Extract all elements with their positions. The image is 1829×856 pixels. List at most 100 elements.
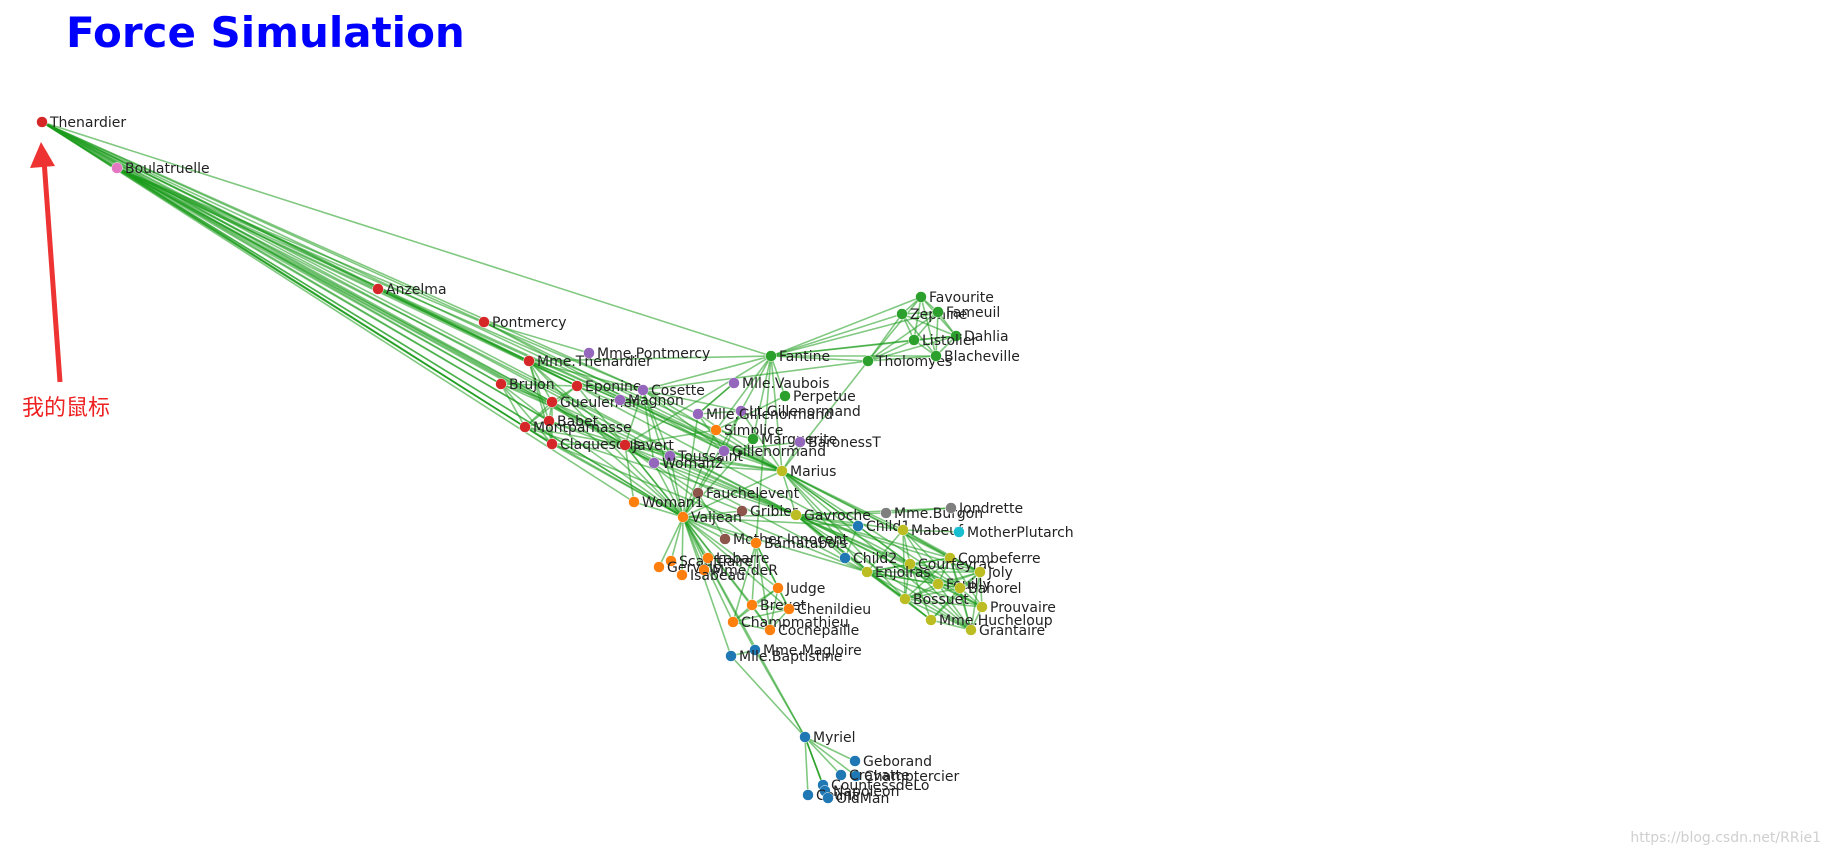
node-enjolras[interactable]: Enjolras <box>861 565 931 581</box>
node-dot[interactable] <box>953 526 965 538</box>
node-bossuet[interactable]: Bossuet <box>899 592 970 608</box>
node-dot[interactable] <box>862 355 874 367</box>
node-geborand[interactable]: Geborand <box>849 754 933 770</box>
node-claquesous[interactable]: Claquesous <box>546 437 641 453</box>
node-dot[interactable] <box>839 552 851 564</box>
node-labarre[interactable]: Labarre <box>702 551 770 567</box>
node-dot[interactable] <box>932 578 944 590</box>
node-dot[interactable] <box>822 792 834 804</box>
node-jondrette[interactable]: Jondrette <box>945 501 1024 517</box>
node-dot[interactable] <box>571 380 583 392</box>
node-dot[interactable] <box>676 569 688 581</box>
node-dot[interactable] <box>664 450 676 462</box>
node-mme-thenardier[interactable]: Mme.Thenardier <box>523 354 653 370</box>
node-dot[interactable] <box>925 614 937 626</box>
node-dot[interactable] <box>736 505 748 517</box>
node-cochepaille[interactable]: Cochepaille <box>764 623 860 639</box>
node-simplice[interactable]: Simplice <box>710 423 784 439</box>
node-dot[interactable] <box>677 511 689 523</box>
node-dot[interactable] <box>665 555 677 567</box>
node-combeferre[interactable]: Combeferre <box>944 551 1041 567</box>
node-dot[interactable] <box>648 457 660 469</box>
node-baronesst[interactable]: BaronessT <box>794 435 882 451</box>
node-montparnasse[interactable]: Montparnasse <box>519 420 632 436</box>
node-dot[interactable] <box>861 566 873 578</box>
node-fameuil[interactable]: Fameuil <box>932 305 1001 321</box>
node-bamatabois[interactable]: Bamatabois <box>750 536 848 552</box>
node-dot[interactable] <box>546 438 558 450</box>
node-thenardier[interactable]: Thenardier <box>36 115 127 131</box>
node-dot[interactable] <box>628 496 640 508</box>
node-dot[interactable] <box>750 537 762 549</box>
node-dot[interactable] <box>783 603 795 615</box>
node-myriel[interactable]: Myriel <box>799 730 856 746</box>
node-dot[interactable] <box>735 405 747 417</box>
node-dot[interactable] <box>764 624 776 636</box>
node-chenildieu[interactable]: Chenildieu <box>783 602 872 618</box>
node-fauchelevent[interactable]: Fauchelevent <box>692 486 800 502</box>
node-brujon[interactable]: Brujon <box>495 377 555 393</box>
node-dot[interactable] <box>523 355 535 367</box>
node-dot[interactable] <box>637 384 649 396</box>
node-dot[interactable] <box>702 552 714 564</box>
node-dot[interactable] <box>772 582 784 594</box>
node-dot[interactable] <box>974 566 986 578</box>
node-gillenormand[interactable]: Gillenormand <box>718 444 827 460</box>
node-dot[interactable] <box>776 465 788 477</box>
node-gribier[interactable]: Gribier <box>736 504 798 520</box>
node-dot[interactable] <box>915 291 927 303</box>
node-dot[interactable] <box>546 396 558 408</box>
node-dot[interactable] <box>719 533 731 545</box>
node-dot[interactable] <box>976 601 988 613</box>
node-perpetue[interactable]: Perpetue <box>779 389 856 405</box>
node-dot[interactable] <box>790 509 802 521</box>
node-mabeuf[interactable]: Mabeuf <box>897 523 965 539</box>
node-dot[interactable] <box>583 347 595 359</box>
node-magnon[interactable]: Magnon <box>614 393 684 409</box>
node-mme-burgon[interactable]: Mme.Burgon <box>880 506 984 522</box>
node-dot[interactable] <box>746 599 758 611</box>
node-isabeau[interactable]: Isabeau <box>676 568 745 584</box>
node-dot[interactable] <box>614 394 626 406</box>
node-favourite[interactable]: Favourite <box>915 290 994 306</box>
node-dot[interactable] <box>965 624 977 636</box>
node-dot[interactable] <box>519 421 531 433</box>
node-dot[interactable] <box>930 350 942 362</box>
node-dot[interactable] <box>718 445 730 457</box>
node-mother-innocent[interactable]: Mother Innocent <box>719 532 849 548</box>
node-dot[interactable] <box>692 487 704 499</box>
node-dot[interactable] <box>897 524 909 536</box>
node-mlle-gillenormand[interactable]: Mlle.Gillenormand <box>692 407 833 423</box>
node-dot[interactable] <box>478 316 490 328</box>
node-gavroche[interactable]: Gavroche <box>790 508 871 524</box>
node-dot[interactable] <box>36 116 48 128</box>
node-mme-hucheloup[interactable]: Mme.Hucheloup <box>925 613 1053 629</box>
node-mlle-vaubois[interactable]: Mlle.Vaubois <box>728 376 830 392</box>
node-prouvaire[interactable]: Prouvaire <box>976 600 1056 616</box>
node-dot[interactable] <box>849 755 861 767</box>
node-dot[interactable] <box>698 564 710 576</box>
node-dot[interactable] <box>852 520 864 532</box>
node-bahorel[interactable]: Bahorel <box>954 581 1022 597</box>
node-eponine[interactable]: Eponine <box>571 379 642 395</box>
node-dot[interactable] <box>954 582 966 594</box>
node-dot[interactable] <box>725 650 737 662</box>
node-dot[interactable] <box>779 390 791 402</box>
node-dot[interactable] <box>727 616 739 628</box>
node-dot[interactable] <box>749 644 761 656</box>
node-judge[interactable]: Judge <box>772 581 826 597</box>
node-dot[interactable] <box>908 334 920 346</box>
node-dot[interactable] <box>747 433 759 445</box>
node-child2[interactable]: Child2 <box>839 551 898 567</box>
node-marius[interactable]: Marius <box>776 464 837 480</box>
node-dot[interactable] <box>372 283 384 295</box>
node-cravatte[interactable]: Cravatte <box>835 768 910 784</box>
node-champtercier[interactable]: Champtercier <box>850 769 960 785</box>
node-scaufflaire[interactable]: Scaufflaire <box>665 554 754 570</box>
node-dot[interactable] <box>835 769 847 781</box>
node-javert[interactable]: Javert <box>619 438 675 454</box>
node-listolier[interactable]: Listolier <box>908 333 978 349</box>
node-mme-magloire[interactable]: Mme.Magloire <box>749 643 862 659</box>
node-dot[interactable] <box>619 439 631 451</box>
